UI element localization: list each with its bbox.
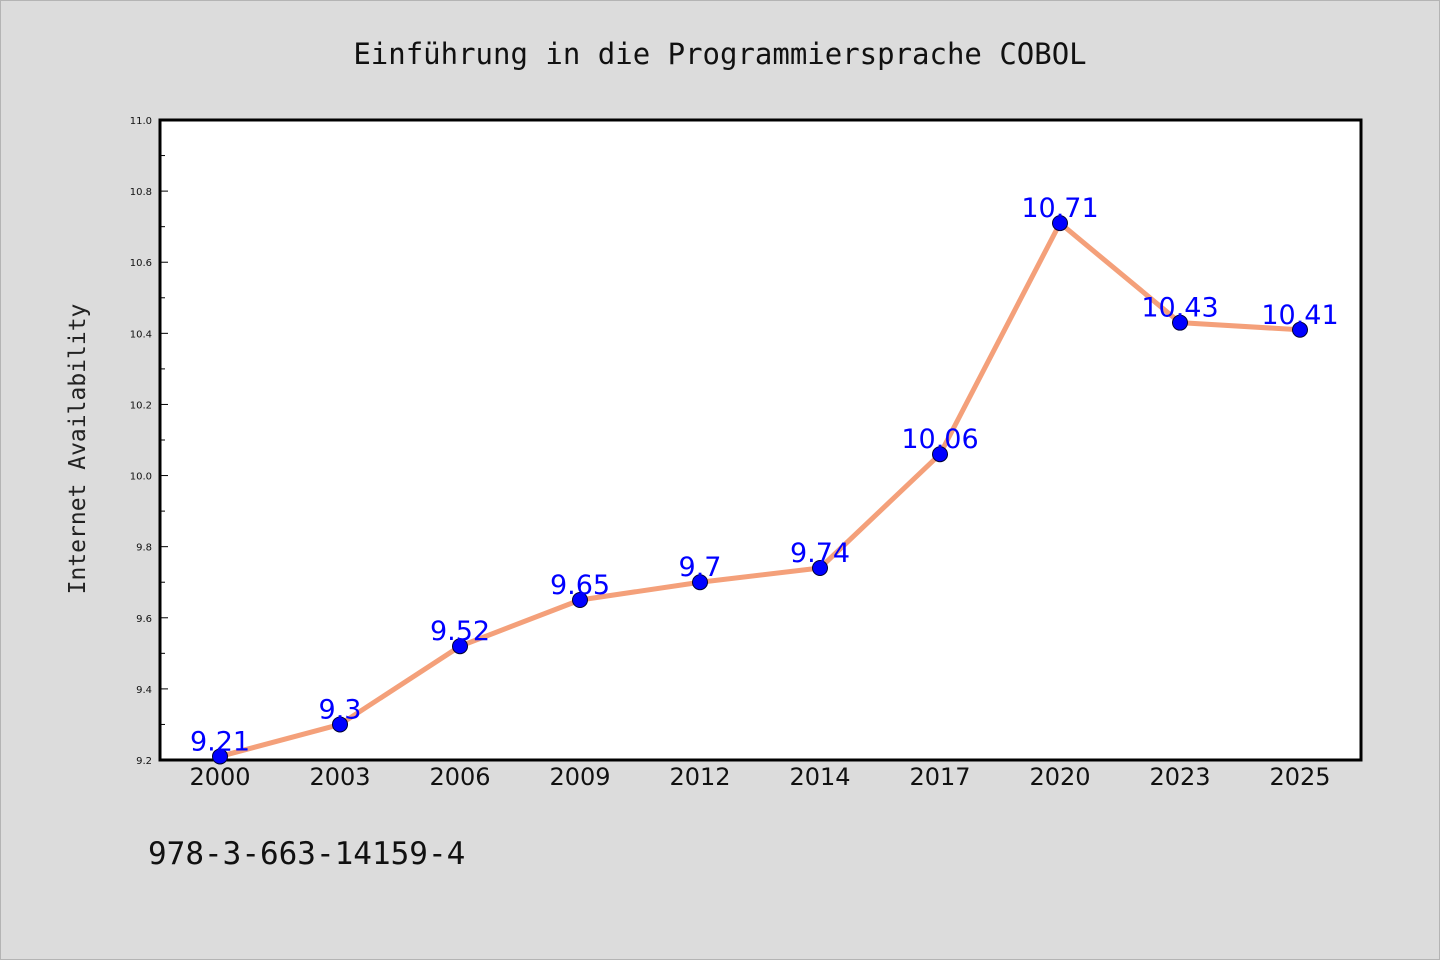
data-point-marker <box>212 748 228 765</box>
data-point-marker <box>1172 314 1188 331</box>
y-tick-label: 11.0 <box>130 116 152 127</box>
y-tick-label: 10.8 <box>130 187 152 198</box>
data-label: 9.21 <box>190 726 250 757</box>
x-tick-label: 2012 <box>669 763 730 791</box>
x-tick-label: 2017 <box>909 763 970 791</box>
series-line-segment <box>1057 220 1183 326</box>
data-point-marker <box>572 592 588 608</box>
isbn-footer: 978-3-663-14159-4 <box>148 836 465 872</box>
y-tick-label: 10.2 <box>130 400 152 411</box>
data-point-marker <box>332 716 348 733</box>
series-line-segment <box>577 579 703 603</box>
series-line-segment <box>1177 320 1303 333</box>
x-tick-label: 2009 <box>549 763 610 791</box>
data-label: 10.71 <box>1021 193 1098 224</box>
marker-group <box>212 215 1308 765</box>
series-line-group <box>217 220 1303 759</box>
y-tick-label: 10.0 <box>130 472 152 483</box>
x-tick-label: 2023 <box>1149 763 1210 791</box>
data-point-marker <box>692 574 708 591</box>
y-tick-label: 10.6 <box>130 258 152 269</box>
y-tick-label: 9.8 <box>136 543 152 554</box>
data-label: 10.41 <box>1261 300 1338 331</box>
y-axis: 9.2 9.4 9.6 9.8 10.0 10.2 10.4 10.6 10.8 11.0 <box>130 116 168 767</box>
data-point-marker <box>932 446 948 463</box>
y-axis-label: Internet Availability <box>65 304 91 595</box>
data-label: 9.3 <box>319 694 362 725</box>
chart-title: Einführung in die Programmiersprache COB… <box>353 37 1086 71</box>
x-tick-label: 2014 <box>789 763 850 791</box>
series-line-segment <box>337 643 463 727</box>
series-line-segment <box>217 721 343 759</box>
series-line-segment <box>697 565 823 585</box>
data-label-group: 9.21 9.3 9.52 9.65 9.7 9.74 10.06 10.71 10.43 10.… <box>190 193 1339 757</box>
data-label: 10.06 <box>901 424 978 455</box>
series-line-segment <box>937 220 1063 457</box>
data-label: 9.74 <box>790 538 850 569</box>
data-point-marker <box>1052 215 1068 232</box>
data-label: 10.43 <box>1141 293 1218 324</box>
x-tick-label: 2003 <box>309 763 370 791</box>
x-tick-label: 2020 <box>1029 763 1090 791</box>
y-tick-label: 9.2 <box>136 756 152 767</box>
x-tick-label: 2006 <box>429 763 490 791</box>
data-label: 9.52 <box>430 616 490 647</box>
plot-area <box>158 118 1363 762</box>
y-tick-label: 9.4 <box>136 685 152 696</box>
data-label: 9.7 <box>679 552 722 583</box>
series-line-segment <box>817 451 943 571</box>
x-axis: 2000 2003 2006 2009 2012 2014 2017 2020 2023 2025 <box>189 763 1330 791</box>
x-tick-label: 2025 <box>1269 763 1330 791</box>
data-point-marker <box>812 560 828 576</box>
data-label: 9.65 <box>550 570 610 601</box>
y-tick-label: 10.4 <box>130 329 152 340</box>
y-tick-label: 9.6 <box>136 614 152 625</box>
data-point-marker <box>452 638 468 655</box>
data-point-marker <box>1292 321 1308 338</box>
x-tick-label: 2000 <box>189 763 250 791</box>
series-line-segment <box>457 597 583 649</box>
